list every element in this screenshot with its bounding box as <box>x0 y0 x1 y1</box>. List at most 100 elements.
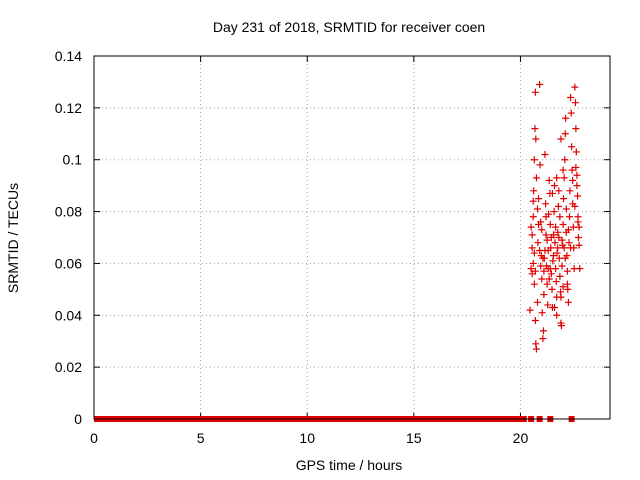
data-point <box>559 166 567 174</box>
data-point <box>561 156 569 164</box>
data-point <box>554 202 562 210</box>
data-point <box>530 187 538 195</box>
grid-layer <box>94 56 610 419</box>
data-point <box>560 244 568 252</box>
data-point <box>536 81 544 89</box>
data-point <box>553 311 561 319</box>
data-point <box>538 309 546 317</box>
data-point <box>574 192 582 200</box>
data-point <box>567 93 575 101</box>
data-point <box>564 226 572 234</box>
y-tick-label: 0.12 <box>55 100 82 116</box>
y-tick-label: 0.04 <box>55 307 82 323</box>
data-point <box>531 88 539 96</box>
data-point <box>554 244 562 252</box>
data-point <box>557 135 565 143</box>
data-point <box>547 244 555 252</box>
data-point <box>553 174 561 182</box>
data-point <box>543 236 551 244</box>
data-point <box>571 83 579 91</box>
data-point <box>557 322 565 330</box>
data-point <box>528 244 536 252</box>
data-point <box>559 283 567 291</box>
data-point <box>563 280 571 288</box>
data-point <box>558 236 566 244</box>
data-point <box>534 298 542 306</box>
data-point <box>557 293 565 301</box>
data-point <box>554 228 562 236</box>
data-point <box>572 125 580 133</box>
data-point <box>575 223 583 231</box>
data-point <box>532 135 540 143</box>
data-point <box>556 272 564 280</box>
data-point <box>539 327 547 335</box>
data-point <box>539 254 547 262</box>
data-point <box>569 176 577 184</box>
data-point <box>560 174 568 182</box>
data-point <box>535 221 543 229</box>
x-tick-label: 10 <box>299 430 315 446</box>
tick-layer: 0 0.02 0.04 0.06 0.08 0.1 0.12 0.14 0 5 10 15 20 <box>55 48 610 446</box>
data-point <box>540 267 548 275</box>
data-point <box>551 182 559 190</box>
data-point <box>548 285 556 293</box>
data-point <box>558 262 566 270</box>
data-point <box>571 202 579 210</box>
data-point <box>568 166 576 174</box>
data-point <box>541 246 549 254</box>
data-point <box>564 298 572 306</box>
y-tick-label: 0 <box>74 411 82 427</box>
data-point <box>551 239 559 247</box>
data-point <box>574 218 582 226</box>
y-tick-label: 0.06 <box>55 255 82 271</box>
data-point <box>562 205 570 213</box>
data-point <box>548 189 556 197</box>
data-point <box>530 249 538 257</box>
data-point <box>556 213 564 221</box>
data-point <box>527 223 535 231</box>
data-point <box>566 187 574 195</box>
data-point <box>545 275 553 283</box>
data-point <box>561 254 569 262</box>
data-point <box>555 187 563 195</box>
data-point <box>571 99 579 107</box>
data-point <box>530 280 538 288</box>
data-point <box>575 241 583 249</box>
data-point <box>540 291 548 299</box>
data-point <box>560 195 568 203</box>
data-point <box>539 335 547 343</box>
data-point <box>531 316 539 324</box>
data-point <box>542 231 550 239</box>
data-point <box>563 267 571 275</box>
data-point <box>543 280 551 288</box>
data-point <box>531 267 539 275</box>
data-point <box>538 275 546 283</box>
data-point <box>526 306 534 314</box>
x-tick-label: 15 <box>406 430 422 446</box>
data-point <box>534 205 542 213</box>
y-tick-label: 0.08 <box>55 204 82 220</box>
data-point <box>565 239 573 247</box>
x-tick-label: 20 <box>513 430 529 446</box>
data-point <box>529 259 537 267</box>
y-tick-label: 0.1 <box>63 152 83 168</box>
data-point <box>532 340 540 348</box>
data-point <box>555 254 563 262</box>
data-point <box>552 223 560 231</box>
data-point <box>576 265 584 273</box>
data-point <box>567 109 575 117</box>
data-point <box>541 151 549 159</box>
data-point <box>559 221 567 229</box>
data-point <box>549 252 557 260</box>
y-tick-label: 0.14 <box>55 48 82 64</box>
data-point <box>574 234 582 241</box>
y-axis-label: SRMTID / TECUs <box>5 183 21 293</box>
data-point <box>542 200 550 208</box>
x-axis-label: GPS time / hours <box>296 457 403 473</box>
data-point <box>545 176 553 184</box>
data-point <box>534 239 542 247</box>
data-point <box>532 174 540 182</box>
data-point <box>544 301 552 309</box>
data-point <box>552 278 560 286</box>
